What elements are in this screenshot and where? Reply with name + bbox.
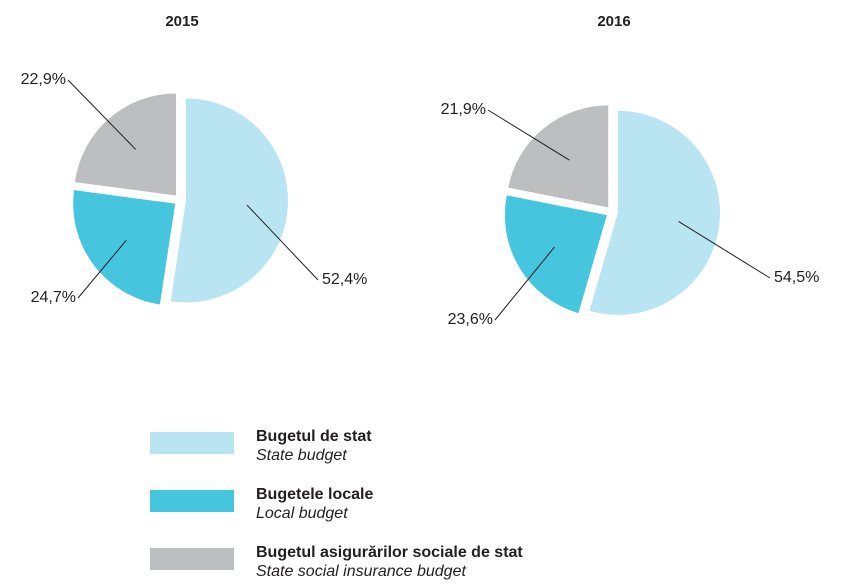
legend-sublabel: State budget bbox=[256, 447, 347, 464]
legend-label: Bugetul de stat bbox=[256, 428, 372, 445]
data-label: 23,6% bbox=[448, 311, 493, 328]
leader-line bbox=[678, 221, 771, 279]
leader-line bbox=[487, 109, 570, 161]
chart-title: 2016 bbox=[597, 13, 630, 30]
data-label: 21,9% bbox=[441, 101, 486, 118]
data-label: 22,9% bbox=[21, 71, 66, 88]
leader-line bbox=[77, 240, 127, 299]
pie-slice bbox=[508, 105, 609, 208]
leader-line bbox=[494, 246, 555, 321]
leader-line bbox=[67, 79, 137, 150]
legend-sublabel: Local budget bbox=[256, 505, 348, 522]
legend-label: Bugetele locale bbox=[256, 486, 373, 503]
legend-label: Bugetul asigurărilor sociale de stat bbox=[256, 544, 523, 561]
pie-slice bbox=[589, 110, 720, 315]
pie-slice bbox=[504, 195, 607, 314]
pie-slice bbox=[74, 93, 177, 196]
pie-slice bbox=[73, 190, 176, 305]
legend-swatch bbox=[150, 432, 234, 454]
legend-swatch bbox=[150, 490, 234, 512]
chart-title: 2015 bbox=[165, 13, 198, 30]
data-label: 24,7% bbox=[31, 289, 76, 306]
leader-line bbox=[246, 204, 319, 281]
legend-swatch bbox=[150, 548, 234, 570]
data-label: 54,5% bbox=[774, 269, 819, 286]
legend-sublabel: State social insurance budget bbox=[256, 563, 466, 580]
pie-slice bbox=[170, 98, 288, 303]
data-label: 52,4% bbox=[322, 271, 367, 288]
